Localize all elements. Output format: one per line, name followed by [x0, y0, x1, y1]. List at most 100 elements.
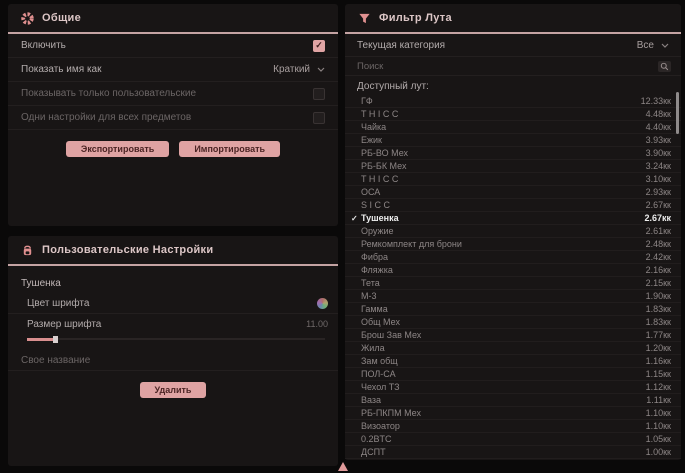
delete-button[interactable]: Удалить: [139, 382, 207, 398]
loot-item-row[interactable]: Чехол ТЗ 1.12кк: [345, 381, 681, 394]
setting-row-same-settings-for-all: Одни настройки для всех предметов: [8, 106, 338, 130]
available-loot-label: Доступный лут:: [357, 81, 429, 92]
loot-item-row[interactable]: Фибра 2.42кк: [345, 251, 681, 264]
loot-item-value: 4.40кк: [645, 122, 671, 132]
loot-item-value: 1.10кк: [645, 408, 671, 418]
show-only-custom-checkbox[interactable]: [313, 87, 325, 100]
loot-item-row[interactable]: Ежик 3.93кк: [345, 134, 681, 147]
loot-item-name: РБ-ВО Мех: [361, 148, 409, 158]
loot-item-row[interactable]: Брош Зав Мех 1.77кк: [345, 329, 681, 342]
loot-item-name: Ежик: [361, 135, 382, 145]
loot-item-name: Брош Зав Мех: [361, 330, 422, 340]
loot-item-value: 2.48кк: [645, 239, 671, 249]
loot-item-name: Ваза: [361, 395, 382, 405]
chevron-down-icon: [317, 67, 325, 72]
loot-item-name: Тушенка: [361, 213, 399, 223]
enable-checkbox[interactable]: ✓: [313, 39, 325, 52]
loot-item-value: 1.11кк: [646, 395, 671, 405]
loot-item-row[interactable]: ГФ 12.33кк: [345, 95, 681, 108]
loot-item-row[interactable]: Оружие 2.61кк: [345, 225, 681, 238]
funnel-icon: [357, 11, 371, 25]
loot-item-row[interactable]: T H I C C 4.48кк: [345, 108, 681, 121]
scrollbar-thumb[interactable]: [676, 92, 679, 134]
loot-item-row[interactable]: М-3 1.90кк: [345, 290, 681, 303]
loot-item-value: 1.12кк: [645, 382, 671, 392]
color-wheel-icon[interactable]: [317, 297, 328, 309]
setting-label: Показать имя как: [21, 64, 102, 75]
import-button[interactable]: Импортировать: [179, 141, 281, 157]
loot-item-row[interactable]: Тета 2.15кк: [345, 277, 681, 290]
loot-item-name: T H I C C: [361, 109, 399, 119]
general-panel-title: Общие: [42, 12, 82, 24]
loot-item-value: 1.10кк: [645, 421, 671, 431]
loot-item-value: 1.90кк: [645, 291, 671, 301]
loot-item-name: М-3: [361, 291, 377, 301]
select-value: Краткий: [273, 64, 310, 75]
loot-item-value: 3.10кк: [645, 174, 671, 184]
loot-item-row[interactable]: Чайка 4.40кк: [345, 121, 681, 134]
loot-item-row[interactable]: ✓ Тушенка 2.67кк: [345, 212, 681, 225]
loot-item-value: 1.20кк: [645, 343, 671, 353]
loot-item-value: 1.83кк: [645, 317, 671, 327]
custom-settings-panel: Пользовательские Настройки Тушенка Цвет …: [8, 236, 338, 466]
loot-filter-header: Фильтр Лута: [345, 4, 681, 34]
loot-item-row[interactable]: ДСПТ 1.00кк: [345, 446, 681, 459]
loot-item-value: 2.42кк: [645, 252, 671, 262]
custom-settings-title: Пользовательские Настройки: [42, 244, 214, 256]
setting-row-name-display-mode: Показать имя как Краткий: [8, 58, 338, 82]
loot-item-value: 1.00кк: [645, 447, 671, 457]
loot-item-value: 2.67кк: [644, 213, 671, 223]
loot-item-name: Визоатор: [361, 421, 400, 431]
custom-name-input[interactable]: [8, 351, 338, 371]
font-size-slider[interactable]: [27, 335, 325, 343]
loot-item-row[interactable]: Фляжка 2.16кк: [345, 264, 681, 277]
slider-handle[interactable]: [53, 336, 58, 343]
loot-item-name: 0.2BTC: [361, 434, 392, 444]
loot-item-row[interactable]: РБ-ВО Мех 3.90кк: [345, 147, 681, 160]
loot-item-value: 4.48кк: [645, 109, 671, 119]
loot-item-name: ГФ: [361, 96, 373, 106]
loot-item-row[interactable]: ПОЛ-СА 1.15кк: [345, 368, 681, 381]
loot-item-name: Гамма: [361, 304, 388, 314]
font-size-label: Размер шрифта: [27, 318, 102, 330]
font-color-row[interactable]: Цвет шрифта: [8, 293, 338, 314]
loot-item-row[interactable]: Визоатор 1.10кк: [345, 420, 681, 433]
loot-item-value: 1.16кк: [645, 356, 671, 366]
backpack-icon: [20, 243, 34, 257]
loot-item-row[interactable]: Ремкомплект для брони 2.48кк: [345, 238, 681, 251]
loot-item-name: Фляжка: [361, 265, 393, 275]
loot-item-row[interactable]: 0.2BTC 1.05кк: [345, 433, 681, 446]
search-input[interactable]: [355, 59, 658, 73]
selected-item-name: Тушенка: [21, 278, 61, 289]
loot-item-row[interactable]: Гамма 1.83кк: [345, 303, 681, 316]
loot-item-row[interactable]: Ваза 1.11кк: [345, 394, 681, 407]
setting-label: Одни настройки для всех предметов: [21, 112, 192, 123]
font-color-label: Цвет шрифта: [27, 297, 90, 309]
category-row: Текущая категория Все: [345, 34, 681, 57]
loot-item-row[interactable]: РБ-ПКПМ Мех 1.10кк: [345, 407, 681, 420]
slider-track: [27, 338, 325, 340]
general-panel-header: Общие: [8, 4, 338, 34]
loot-list: ГФ 12.33кк T H I C C 4.48кк Чайка 4.40кк Ежик 3…: [345, 95, 681, 459]
setting-row-enable: Включить ✓: [8, 34, 338, 58]
loot-item-row[interactable]: РБ-БК Мех 3.24кк: [345, 160, 681, 173]
loot-item-name: Фибра: [361, 252, 389, 262]
loot-item-value: 3.90кк: [645, 148, 671, 158]
loot-item-value: 3.24кк: [645, 161, 671, 171]
name-display-mode-select[interactable]: Краткий: [273, 64, 325, 75]
export-button[interactable]: Экспортировать: [65, 141, 170, 157]
general-buttons: Экспортировать Импортировать: [8, 141, 338, 157]
loot-item-row[interactable]: Зам общ 1.16кк: [345, 355, 681, 368]
loot-item-row[interactable]: S I C C 2.67кк: [345, 199, 681, 212]
category-select[interactable]: Все: [637, 40, 669, 51]
loot-item-row[interactable]: Общ Мех 1.83кк: [345, 316, 681, 329]
loot-item-row[interactable]: T H I C C 3.10кк: [345, 173, 681, 186]
loot-item-value: 2.16кк: [645, 265, 671, 275]
loot-item-row[interactable]: ОСА 2.93кк: [345, 186, 681, 199]
loot-item-row[interactable]: Жила 1.20кк: [345, 342, 681, 355]
loot-item-name: Чайка: [361, 122, 387, 132]
search-icon[interactable]: [658, 60, 671, 72]
chevron-down-icon: [661, 43, 669, 48]
same-settings-for-all-checkbox[interactable]: [313, 111, 325, 124]
